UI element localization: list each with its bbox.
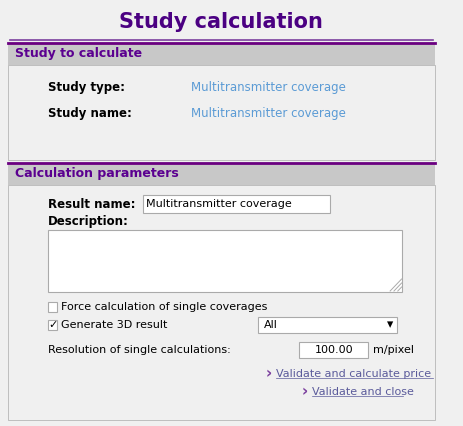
FancyBboxPatch shape <box>8 43 435 65</box>
Text: ▾: ▾ <box>387 319 393 331</box>
Text: Resolution of single calculations:: Resolution of single calculations: <box>48 345 231 355</box>
Text: Calculation parameters: Calculation parameters <box>15 167 179 181</box>
FancyBboxPatch shape <box>48 230 401 292</box>
Text: Validate and calculate price: Validate and calculate price <box>276 369 432 379</box>
FancyBboxPatch shape <box>48 320 57 330</box>
Text: Multitransmitter coverage: Multitransmitter coverage <box>191 81 346 95</box>
FancyBboxPatch shape <box>8 185 435 420</box>
FancyBboxPatch shape <box>299 342 368 358</box>
FancyBboxPatch shape <box>144 195 330 213</box>
Text: Study calculation: Study calculation <box>119 12 323 32</box>
Text: ›: › <box>266 366 272 382</box>
FancyBboxPatch shape <box>48 302 57 312</box>
Text: ›: › <box>301 385 307 400</box>
Text: Multitransmitter coverage: Multitransmitter coverage <box>191 106 346 120</box>
Text: Multitransmitter coverage: Multitransmitter coverage <box>146 199 292 209</box>
Text: All: All <box>264 320 278 330</box>
Text: m/pixel: m/pixel <box>373 345 414 355</box>
Text: ✓: ✓ <box>48 320 57 330</box>
FancyBboxPatch shape <box>8 65 435 160</box>
Text: 100.00: 100.00 <box>314 345 353 355</box>
FancyBboxPatch shape <box>8 163 435 185</box>
Text: Force calculation of single coverages: Force calculation of single coverages <box>61 302 268 312</box>
Text: Validate and close: Validate and close <box>312 387 413 397</box>
Text: Description:: Description: <box>48 216 129 228</box>
Text: Generate 3D result: Generate 3D result <box>61 320 168 330</box>
Text: Study type:: Study type: <box>48 81 125 95</box>
Text: Result name:: Result name: <box>48 198 135 210</box>
Text: Study name:: Study name: <box>48 106 131 120</box>
FancyBboxPatch shape <box>258 317 397 333</box>
Text: Study to calculate: Study to calculate <box>15 48 143 60</box>
